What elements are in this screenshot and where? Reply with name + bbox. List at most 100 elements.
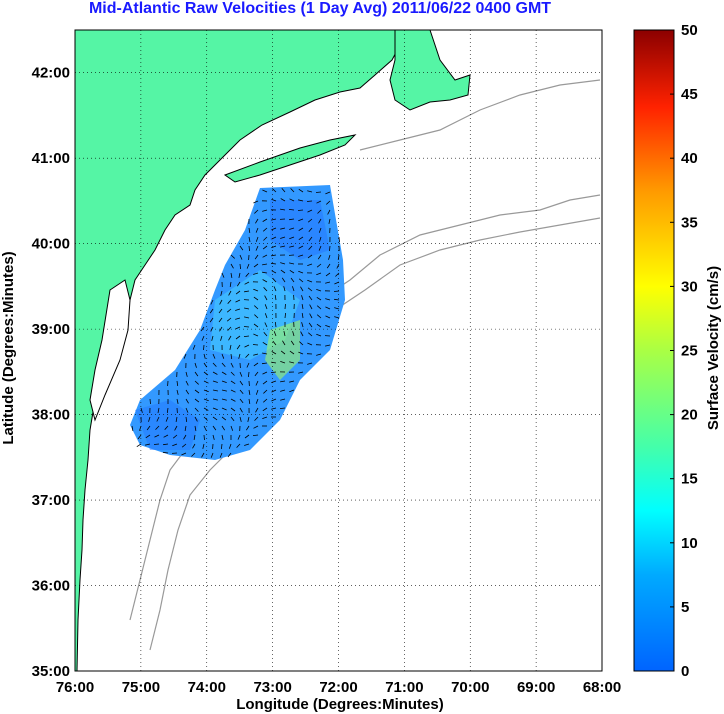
- velocity-arrow: [283, 286, 286, 292]
- velocity-arrow: [253, 200, 259, 204]
- velocity-arrow: [244, 290, 250, 293]
- velocity-arrow: [317, 254, 322, 260]
- velocity-arrow: [209, 308, 214, 314]
- y-tick-label: 37:00: [32, 492, 70, 509]
- map-title: Mid-Atlantic Raw Velocities (1 Day Avg) …: [88, 0, 552, 17]
- velocity-arrow: [316, 272, 322, 276]
- velocity-arrow: [280, 361, 286, 364]
- velocity-arrow: [218, 308, 223, 314]
- velocity-arrow: [271, 389, 277, 393]
- velocity-arrow: [235, 326, 241, 330]
- velocity-arrow: [307, 209, 313, 213]
- velocity-arrow: [254, 416, 259, 421]
- velocity-arrow: [308, 332, 313, 337]
- velocity-arrow: [248, 236, 251, 242]
- colorbar-tick-label: 25: [681, 343, 698, 360]
- velocity-arrow: [148, 416, 151, 422]
- velocity-arrow: [221, 371, 227, 375]
- velocity-arrow: [239, 263, 241, 270]
- velocity-arrow: [273, 286, 277, 292]
- velocity-arrow: [155, 425, 160, 430]
- velocity-arrow: [262, 218, 268, 222]
- y-tick-label: 41:00: [32, 150, 70, 167]
- velocity-arrow: [325, 191, 331, 195]
- velocity-arrow: [271, 218, 277, 221]
- velocity-arrow: [271, 407, 277, 410]
- velocity-arrow: [185, 389, 190, 395]
- velocity-arrow: [212, 425, 217, 431]
- velocity-arrow: [248, 245, 250, 252]
- velocity-arrow: [289, 380, 295, 383]
- velocity-arrow: [298, 351, 304, 355]
- velocity-arrow: [194, 398, 200, 403]
- velocity-arrow: [140, 407, 143, 413]
- velocity-arrow: [253, 323, 259, 328]
- velocity-arrow: [156, 416, 160, 422]
- velocity-arrow: [239, 380, 244, 386]
- y-tick-label: 36:00: [32, 578, 70, 595]
- velocity-arrow: [244, 281, 250, 285]
- velocity-arrow: [239, 371, 243, 377]
- velocity-arrow: [298, 254, 304, 257]
- velocity-vectors: [131, 187, 340, 458]
- velocity-arrow: [272, 340, 277, 346]
- velocity-arrow: [271, 380, 277, 383]
- velocity-arrow: [262, 227, 268, 232]
- velocity-arrow: [227, 299, 232, 304]
- velocity-arrow: [307, 218, 313, 223]
- velocity-arrow: [185, 380, 189, 386]
- velocity-arrow: [270, 371, 277, 373]
- velocity-arrow: [316, 289, 322, 292]
- velocity-arrow: [194, 416, 198, 422]
- velocity-arrow: [153, 443, 160, 445]
- velocity-arrow: [220, 335, 223, 341]
- velocity-arrow: [298, 270, 304, 274]
- velocity-arrow: [316, 200, 322, 204]
- velocity-arrow: [309, 304, 313, 310]
- velocity-arrow: [319, 236, 322, 242]
- velocity-arrow: [246, 263, 250, 269]
- velocity-arrow: [252, 344, 259, 346]
- velocity-arrow: [221, 380, 227, 383]
- velocity-arrow: [281, 187, 286, 193]
- velocity-arrow: [289, 218, 295, 221]
- velocity-arrow: [255, 407, 259, 413]
- velocity-arrow: [281, 277, 286, 283]
- velocity-arrow: [131, 425, 134, 431]
- velocity-arrow: [230, 416, 235, 422]
- velocity-arrow: [203, 389, 209, 393]
- velocity-arrow: [262, 271, 268, 274]
- velocity-arrow: [192, 443, 196, 449]
- velocity-arrow: [262, 407, 268, 412]
- x-tick-label: 74:00: [188, 679, 226, 696]
- velocity-arrow: [253, 333, 259, 337]
- colorbar-tick-label: 35: [681, 214, 698, 231]
- velocity-arrow: [194, 371, 199, 377]
- velocity-arrow: [255, 380, 259, 386]
- velocity-arrow: [262, 279, 268, 283]
- velocity-arrow: [271, 270, 277, 274]
- velocity-arrow: [253, 353, 259, 356]
- colorbar-tick-label: 20: [681, 407, 698, 424]
- velocity-arrow: [335, 272, 340, 277]
- y-tick-label: 39:00: [32, 321, 70, 338]
- velocity-arrow: [289, 236, 295, 240]
- velocity-arrow: [184, 425, 187, 431]
- velocity-arrow: [176, 398, 179, 404]
- velocity-arrow: [325, 306, 331, 310]
- velocity-arrow: [219, 299, 223, 305]
- velocity-arrow: [298, 218, 304, 222]
- velocity-arrow: [288, 209, 295, 211]
- colorbar-tick-label: 40: [681, 150, 698, 167]
- velocity-arrow: [230, 254, 235, 259]
- velocity-arrow: [325, 344, 331, 347]
- velocity-arrow: [255, 398, 259, 404]
- velocity-arrow: [246, 362, 250, 368]
- velocity-arrow: [308, 295, 313, 301]
- velocity-arrow: [248, 227, 251, 233]
- velocity-arrow: [145, 434, 151, 439]
- velocity-arrow: [254, 371, 259, 377]
- velocity-arrow: [239, 389, 244, 395]
- velocity-arrow: [316, 314, 322, 319]
